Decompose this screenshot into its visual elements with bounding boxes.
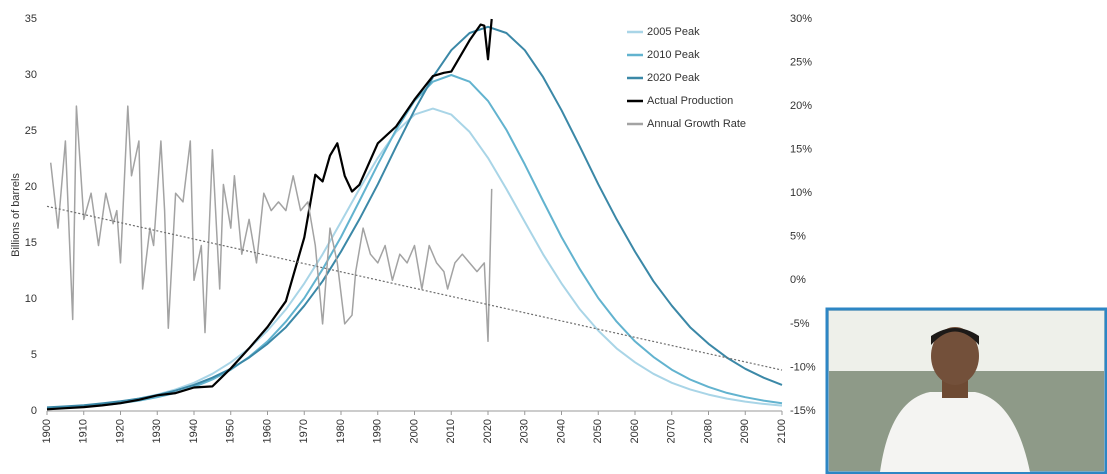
y2-tick-label: 15% xyxy=(790,144,812,156)
legend-label: Actual Production xyxy=(647,95,733,107)
y-tick-label: 15 xyxy=(25,237,37,249)
y-tick-label: 25 xyxy=(25,125,37,137)
y-tick-label: 30 xyxy=(25,69,37,81)
chart: Billions of barrels 0 5 10 15 20 25 30 35 -15% -1… xyxy=(0,0,1107,474)
y2-tick-label: -15% xyxy=(790,405,816,417)
y-tick-label: 10 xyxy=(25,293,37,305)
x-tick-label: 2100 xyxy=(776,419,788,443)
legend-label: Annual Growth Rate xyxy=(647,118,746,130)
x-tick-label: 1990 xyxy=(372,419,384,443)
y-tick-label: 0 xyxy=(31,405,37,417)
y2-tick-label: 20% xyxy=(790,100,812,112)
x-tick-label: 1920 xyxy=(114,419,126,443)
x-tick-label: 2080 xyxy=(702,419,714,443)
x-tick-label: 2040 xyxy=(555,419,567,443)
x-tick-label: 1950 xyxy=(225,419,237,443)
trend-line xyxy=(47,206,782,370)
x-tick-label: 1900 xyxy=(41,419,53,443)
series-line xyxy=(47,109,782,408)
y2-tick-label: 10% xyxy=(790,187,812,199)
x-tick-label: 2050 xyxy=(592,419,604,443)
legend-label: 2020 Peak xyxy=(647,72,700,84)
y2-tick-label: -10% xyxy=(790,361,816,373)
y2-tick-label: 0% xyxy=(790,274,806,286)
x-tick-label: 1940 xyxy=(188,419,200,443)
series-line xyxy=(47,19,492,409)
x-tick-label: 1930 xyxy=(151,419,163,443)
y-tick-label: 20 xyxy=(25,181,37,193)
legend-label: 2010 Peak xyxy=(647,49,700,61)
y2-tick-label: 30% xyxy=(790,13,812,25)
y2-tick-label: 5% xyxy=(790,231,806,243)
y2-tick-label: -5% xyxy=(790,318,810,330)
y-axis-label: Billions of barrels xyxy=(10,173,22,257)
x-tick-label: 1980 xyxy=(335,419,347,443)
video-inset xyxy=(827,309,1106,473)
series-line xyxy=(51,106,492,341)
x-tick-label: 2070 xyxy=(666,419,678,443)
x-tick-label: 2090 xyxy=(739,419,751,443)
y2-tick-label: 25% xyxy=(790,56,812,68)
x-tick-label: 2020 xyxy=(482,419,494,443)
x-tick-label: 2060 xyxy=(629,419,641,443)
legend-label: 2005 Peak xyxy=(647,26,700,38)
x-tick-label: 2000 xyxy=(408,419,420,443)
x-tick-label: 1960 xyxy=(261,419,273,443)
page: Billions of barrels 0 5 10 15 20 25 30 35 -15% -1… xyxy=(0,0,1107,474)
x-tick-label: 2010 xyxy=(445,419,457,443)
x-tick-label: 2030 xyxy=(519,419,531,443)
y-tick-label: 35 xyxy=(25,13,37,25)
x-tick-label: 1970 xyxy=(298,419,310,443)
y-tick-label: 5 xyxy=(31,349,37,361)
x-tick-label: 1910 xyxy=(78,419,90,443)
